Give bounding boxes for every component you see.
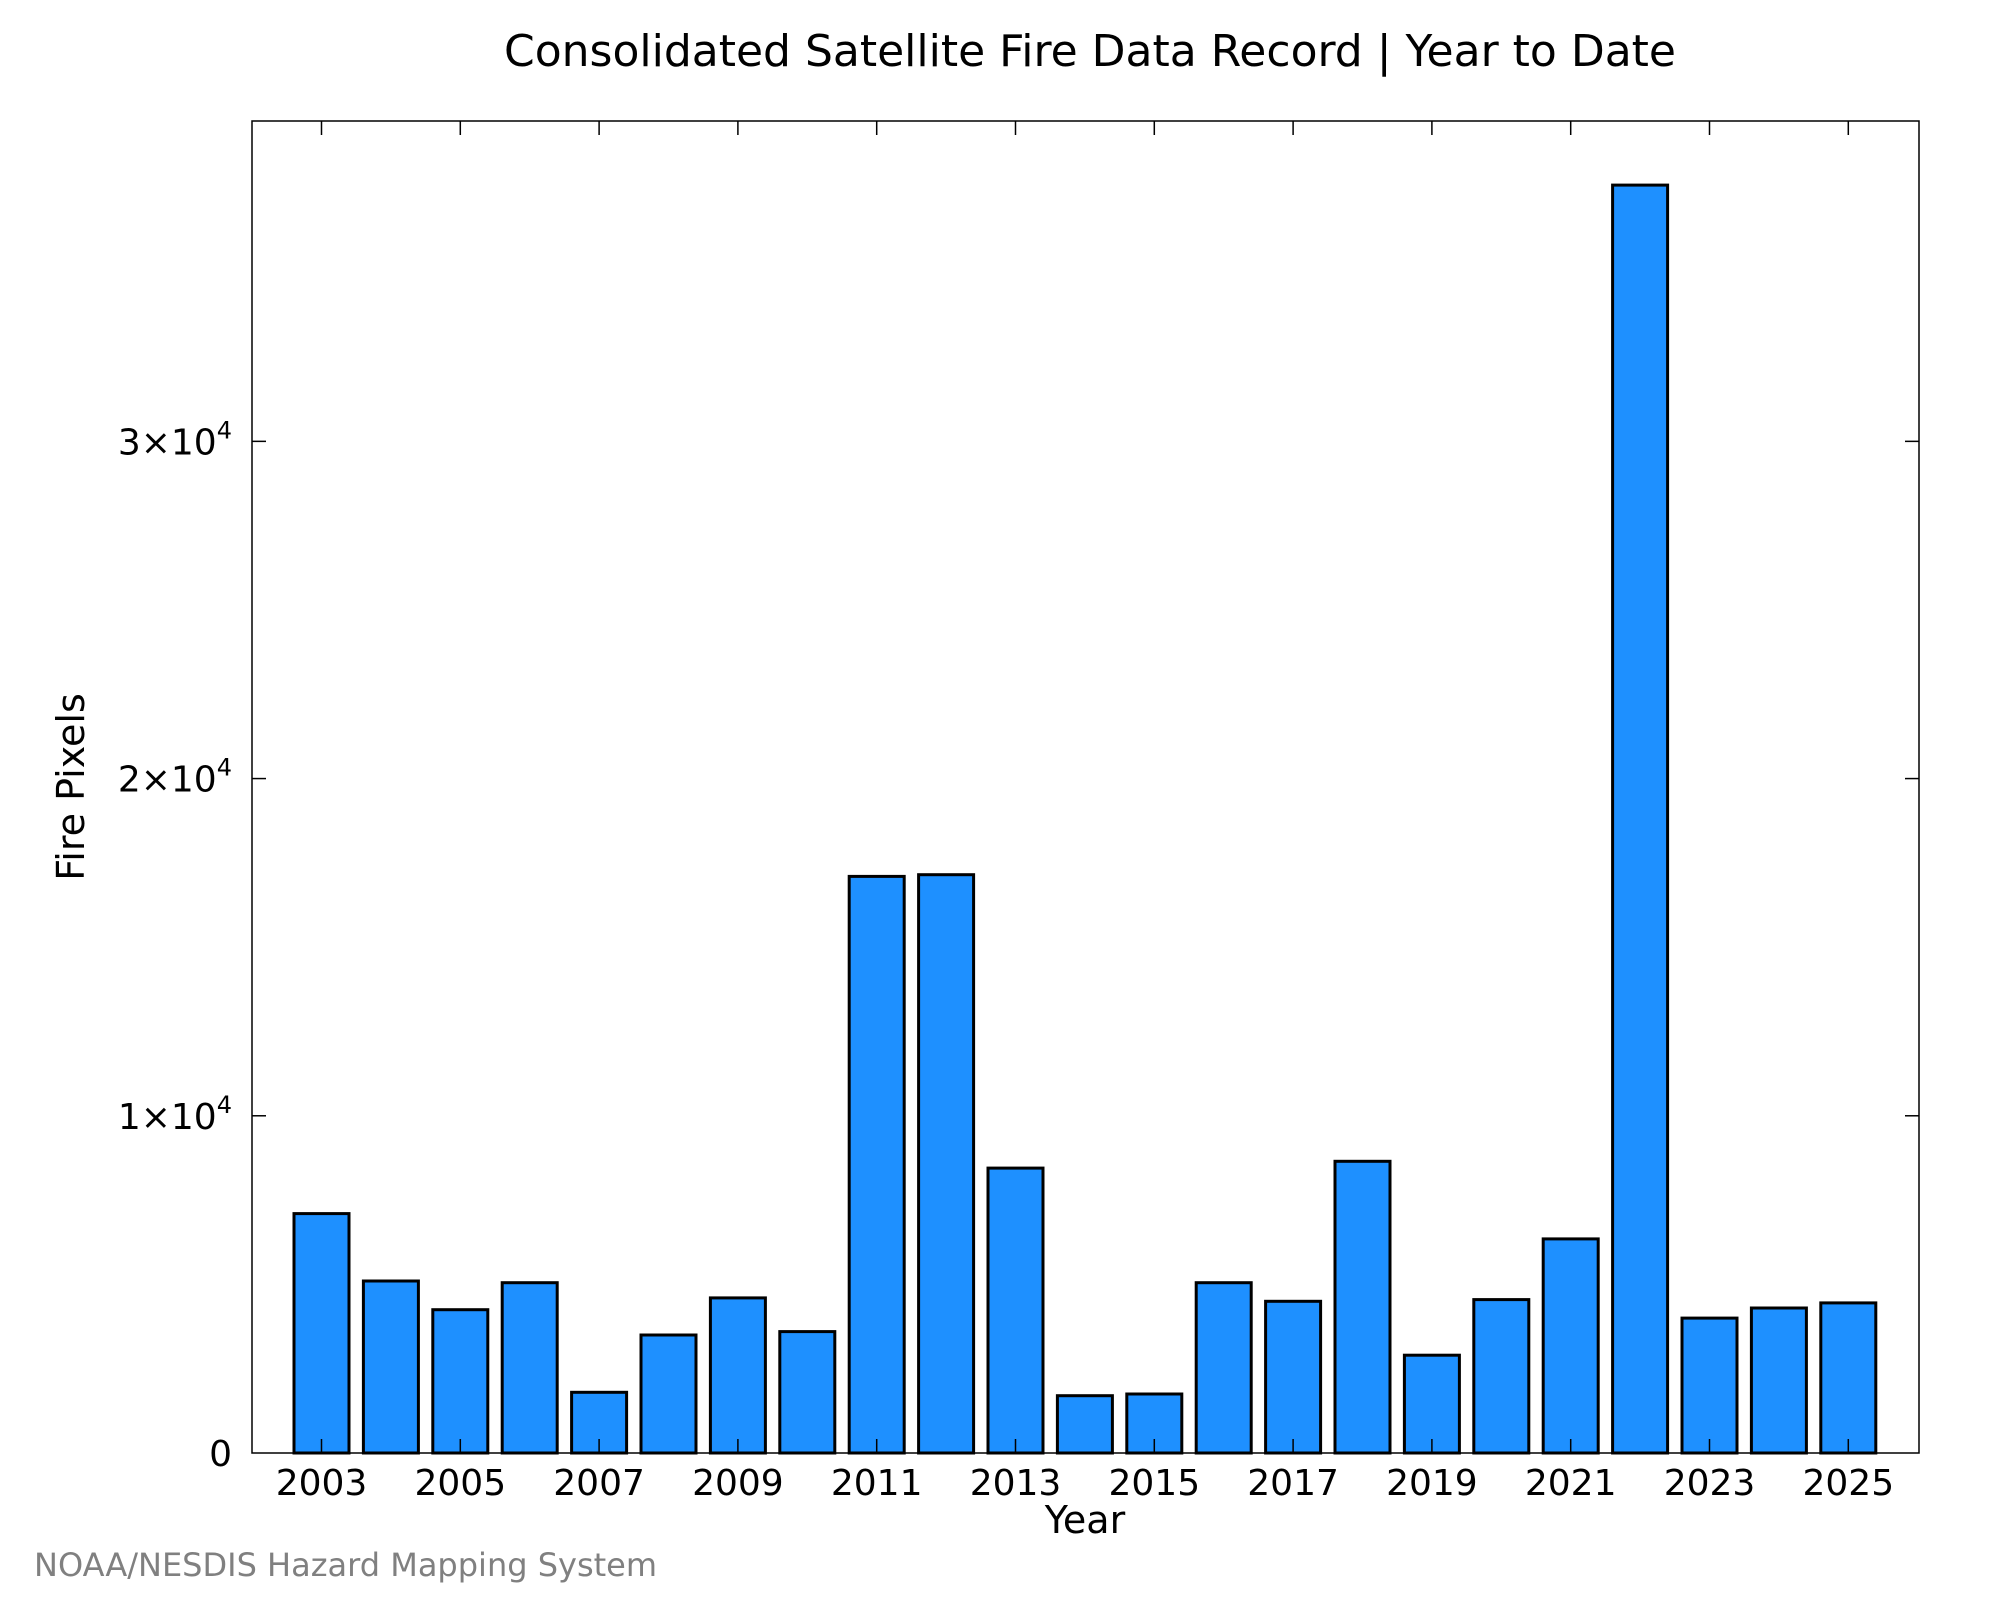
bar-2019	[1402, 1353, 1461, 1455]
x-axis-label: Year	[1044, 1498, 1126, 1542]
bar-2009	[708, 1296, 767, 1455]
chart-title: Consolidated Satellite Fire Data Record …	[504, 26, 1676, 77]
x-tick-label-2003: 2003	[276, 1463, 368, 1504]
bar-2021	[1541, 1237, 1600, 1455]
x-axis-ticks: 2003 2005 2007 2009 2011 2013 2015 2017 2019 2021…	[276, 121, 1894, 1504]
source-credit: NOAA/NESDIS Hazard Mapping System	[34, 1546, 657, 1584]
bar-2006	[500, 1281, 559, 1455]
bar-2023	[1680, 1316, 1739, 1455]
bar-2010	[778, 1330, 837, 1455]
bar-2008	[639, 1333, 698, 1455]
y-tick-label-30000: 3×104	[118, 416, 232, 463]
bars-group	[292, 183, 1878, 1455]
bar-2011	[847, 874, 906, 1455]
bar-2003	[292, 1212, 351, 1455]
y-tick-label-20000: 2×104	[118, 754, 232, 801]
y-axis-label: Fire Pixels	[49, 693, 93, 881]
bar-2005	[431, 1308, 490, 1455]
y-tick-exponent: 4	[217, 754, 232, 782]
bar-2017	[1264, 1299, 1323, 1455]
y-tick-label-0: 0	[209, 1434, 232, 1475]
bar-2013	[986, 1166, 1045, 1455]
x-tick-label-2009: 2009	[692, 1463, 784, 1504]
y-tick-label-10000: 1×104	[118, 1091, 232, 1138]
x-tick-label-2015: 2015	[1108, 1463, 1200, 1504]
bar-2014	[1055, 1394, 1114, 1455]
y-axis-ticks: 0 1×104 2×104 3×104	[118, 416, 1919, 1475]
x-tick-label-2013: 2013	[970, 1463, 1062, 1504]
x-tick-label-2019: 2019	[1386, 1463, 1478, 1504]
bar-2018	[1333, 1159, 1392, 1455]
bar-2004	[361, 1279, 420, 1455]
x-tick-label-2017: 2017	[1247, 1463, 1339, 1504]
bar-2020	[1472, 1298, 1531, 1455]
bar-2025	[1819, 1301, 1878, 1455]
x-tick-label-2025: 2025	[1802, 1463, 1894, 1504]
bar-2012	[917, 873, 976, 1455]
bar-2016	[1194, 1281, 1253, 1455]
bar-2022	[1611, 183, 1670, 1455]
bar-2024	[1749, 1306, 1808, 1455]
y-tick-exponent: 4	[217, 416, 232, 444]
x-tick-label-2011: 2011	[831, 1463, 923, 1504]
x-tick-label-2005: 2005	[414, 1463, 506, 1504]
x-tick-label-2021: 2021	[1525, 1463, 1617, 1504]
y-tick-exponent: 4	[217, 1091, 232, 1119]
x-tick-label-2023: 2023	[1664, 1463, 1756, 1504]
x-tick-label-2007: 2007	[553, 1463, 645, 1504]
